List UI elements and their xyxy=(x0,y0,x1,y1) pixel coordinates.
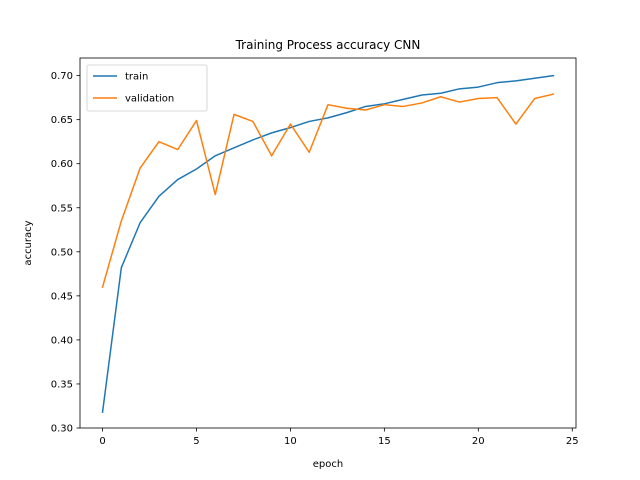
legend: train validation xyxy=(86,64,208,112)
x-tick-label: 5 xyxy=(193,436,199,447)
y-tick-label: 0.55 xyxy=(51,203,73,214)
x-tick-label: 20 xyxy=(472,436,485,447)
y-tick-label: 0.40 xyxy=(51,335,73,346)
series-layer xyxy=(101,74,555,413)
plot-frame xyxy=(79,57,577,429)
y-tick-label: 0.45 xyxy=(51,291,73,302)
x-axis-label: epoch xyxy=(313,459,343,470)
y-axis-label: accuracy xyxy=(23,220,34,265)
x-tick-label: 10 xyxy=(284,436,297,447)
legend-label-validation: validation xyxy=(125,94,174,105)
series-line-validation xyxy=(101,93,555,288)
series-line-train xyxy=(101,74,555,413)
y-tick-label: 0.35 xyxy=(51,379,73,390)
x-tick-label: 25 xyxy=(566,436,579,447)
y-tick-label: 0.65 xyxy=(51,115,73,126)
y-tick-label: 0.60 xyxy=(51,159,73,170)
y-tick-label: 0.50 xyxy=(51,247,73,258)
y-tick-label: 0.70 xyxy=(51,71,73,82)
x-tick-label: 15 xyxy=(378,436,391,447)
axes-layer: 0 5 10 15 20 25 0.30 0.35 0.40 0.45 0.50 0.55 0.60 0.… xyxy=(51,57,579,447)
y-tick-label: 0.30 xyxy=(51,424,73,435)
plot-area xyxy=(80,58,576,428)
x-tick-label: 0 xyxy=(99,436,105,447)
chart-title: Training Process accuracy CNN xyxy=(235,38,421,52)
legend-label-train: train xyxy=(125,72,148,83)
